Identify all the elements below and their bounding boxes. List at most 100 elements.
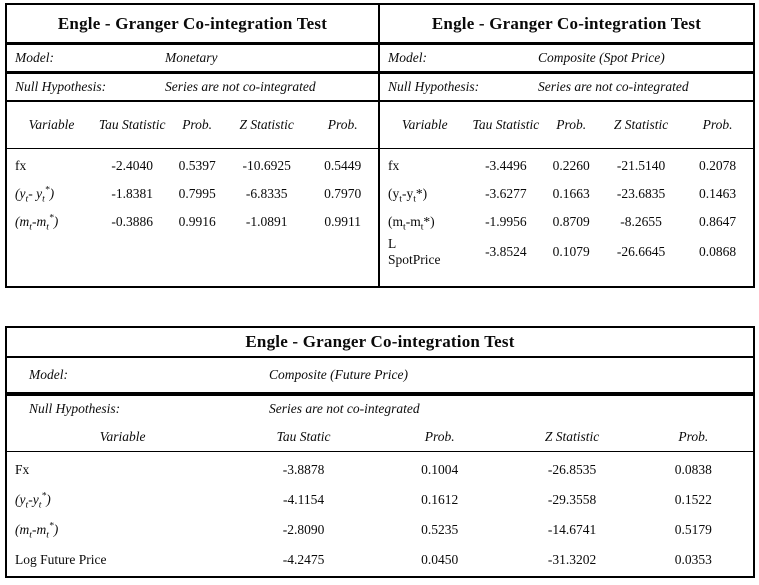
tau-cell: -3.8524 (485, 243, 527, 259)
tau-cell: -3.6277 (485, 186, 527, 201)
model-label: Model: (29, 367, 68, 382)
header-variable: Variable (401, 117, 448, 133)
null-hypothesis-label: Null Hypothesis: (29, 401, 121, 416)
prob2-cell: 0.2078 (698, 158, 737, 173)
tau-cell: -4.1154 (282, 492, 325, 507)
null-hypothesis-label: Null Hypothesis: (388, 79, 480, 94)
variable-cell: (mt-mt*) (15, 212, 59, 233)
header-prob-1: Prob. (182, 117, 213, 133)
tau-cell: -4.2475 (282, 552, 325, 567)
header-variable: Variable (28, 117, 75, 133)
header-z-statistic: Z Statistic (239, 117, 294, 133)
prob2-cell: 0.0353 (674, 552, 712, 567)
variable-cell: L SpotPrice (388, 236, 441, 267)
prob2-cell: 0.7970 (324, 186, 362, 201)
variable-cell: (yt- yt*) (15, 184, 55, 205)
header-prob-2: Prob. (327, 117, 358, 133)
header-prob-2: Prob. (678, 428, 709, 444)
header-variable: Variable (99, 428, 146, 444)
null-hypothesis-row: Null Hypothesis: Series are not co-integ… (7, 396, 753, 422)
table-monetary: Engle - Granger Co-integration Test Mode… (5, 3, 380, 288)
prob-cell: 0.1079 (552, 243, 590, 259)
variable-cell: (mt-mt*) (15, 520, 59, 541)
header-tau-statistic: Tau Statistic (98, 117, 166, 133)
prob2-cell: 0.5449 (324, 158, 362, 173)
tau-cell: -3.8878 (282, 462, 325, 477)
model-value: Composite (Spot Price) (538, 50, 665, 65)
tau-cell: -2.8090 (282, 522, 325, 537)
tau-cell: -1.9956 (485, 214, 527, 229)
table-body: fx -2.4040 0.5397 -10.6925 0.5449 (yt- y… (7, 149, 378, 236)
table-composite-spot: Engle - Granger Co-integration Test Mode… (380, 3, 755, 288)
z-cell: -23.6835 (616, 186, 666, 201)
model-row: Model: Composite (Spot Price) (380, 45, 753, 74)
model-value: Monetary (165, 50, 218, 65)
header-prob-1: Prob. (424, 428, 455, 444)
header-z-statistic: Z Statistic (544, 428, 600, 444)
variable-cell: (yt-yt*) (388, 186, 428, 205)
prob-cell: 0.1663 (552, 186, 590, 201)
table-body: Fx -3.8878 0.1004 -26.8535 0.0838 (yt-yt… (7, 452, 753, 575)
tau-cell: -1.8381 (111, 186, 154, 201)
prob-cell: 0.5397 (178, 158, 216, 173)
prob2-cell: 0.0868 (698, 243, 737, 259)
table-row: fx -3.4496 0.2260 -21.5140 0.2078 (380, 152, 753, 180)
z-cell: -8.2655 (620, 214, 662, 229)
model-label: Model: (388, 50, 427, 65)
prob2-cell: 0.0838 (674, 462, 712, 477)
z-cell: -29.3558 (547, 492, 597, 507)
variable-cell: fx (15, 158, 27, 174)
table-row: (mt-mt*) -2.8090 0.5235 -14.6741 0.5179 (7, 515, 753, 545)
null-hypothesis-value: Series are not co-integrated (538, 79, 689, 94)
z-cell: -26.6645 (616, 243, 666, 259)
prob2-cell: 0.1522 (674, 492, 712, 507)
prob2-cell: 0.8647 (698, 214, 737, 229)
table-row: fx -2.4040 0.5397 -10.6925 0.5449 (7, 152, 378, 180)
column-headers: Variable Tau Statistic Prob. Z Statistic… (380, 102, 753, 149)
null-hypothesis-value: Series are not co-integrated (269, 401, 420, 416)
variable-cell: fx (388, 158, 400, 174)
header-tau-static: Tau Static (276, 428, 331, 444)
table-body: fx -3.4496 0.2260 -21.5140 0.2078 (yt-yt… (380, 149, 753, 267)
column-headers: Variable Tau Statistic Prob. Z Statistic… (7, 102, 378, 149)
table-row: (yt- yt*) -1.8381 0.7995 -6.8335 0.7970 (7, 180, 378, 208)
z-cell: -14.6741 (547, 522, 597, 537)
variable-cell: Fx (15, 462, 30, 478)
model-value: Composite (Future Price) (269, 367, 408, 382)
null-hypothesis-row: Null Hypothesis: Series are not co-integ… (380, 74, 753, 102)
tau-cell: -3.4496 (485, 158, 527, 173)
header-prob-1: Prob. (556, 117, 587, 133)
prob-cell: 0.1612 (421, 492, 459, 507)
table-row: (yt-yt*) -3.6277 0.1663 -23.6835 0.1463 (380, 180, 753, 208)
z-cell: -26.8535 (547, 462, 597, 477)
table-title-monetary: Engle - Granger Co-integration Test (7, 5, 378, 45)
tau-cell: -2.4040 (111, 158, 154, 173)
prob-cell: 0.7995 (178, 186, 216, 201)
prob2-cell: 0.9911 (324, 214, 362, 229)
table-row: (yt-yt*) -4.1154 0.1612 -29.3558 0.1522 (7, 485, 753, 515)
prob-cell: 0.8709 (552, 214, 590, 229)
prob-cell: 0.0450 (421, 552, 459, 567)
header-prob-2: Prob. (702, 117, 733, 133)
variable-cell: (mt-mt*) (388, 214, 435, 233)
prob2-cell: 0.5179 (674, 522, 712, 537)
header-z-statistic: Z Statistic (613, 117, 669, 133)
variable-cell: Log Future Price (15, 552, 107, 568)
variable-cell: (yt-yt*) (15, 490, 51, 511)
z-cell: -1.0891 (245, 214, 288, 229)
z-cell: -21.5140 (616, 158, 666, 173)
null-hypothesis-row: Null Hypothesis: Series are not co-integ… (7, 74, 378, 102)
prob2-cell: 0.1463 (698, 186, 737, 201)
table-title-spot: Engle - Granger Co-integration Test (380, 5, 753, 45)
prob-cell: 0.2260 (552, 158, 590, 173)
table-composite-future: Engle - Granger Co-integration Test Mode… (5, 326, 755, 578)
model-label: Model: (15, 50, 54, 65)
table-row: (mt-mt*) -1.9956 0.8709 -8.2655 0.8647 (380, 208, 753, 236)
model-row: Model: Composite (Future Price) (7, 358, 753, 396)
z-cell: -6.8335 (245, 186, 288, 201)
prob-cell: 0.9916 (178, 214, 216, 229)
model-row: Model: Monetary (7, 45, 378, 74)
header-tau-statistic: Tau Statistic (472, 117, 540, 133)
tau-cell: -0.3886 (111, 214, 154, 229)
